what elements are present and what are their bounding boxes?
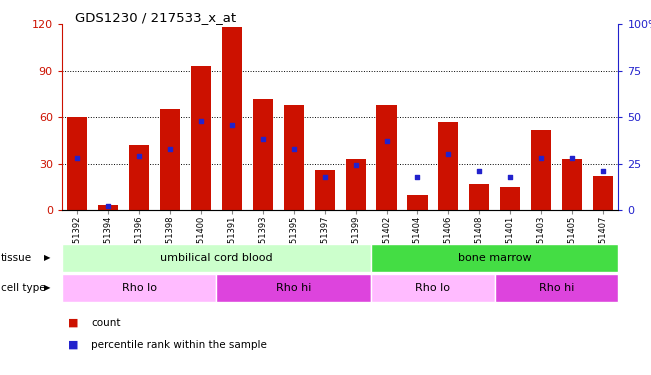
- Bar: [284, 105, 304, 210]
- Bar: [216, 274, 371, 302]
- Bar: [62, 274, 216, 302]
- Bar: [408, 195, 428, 210]
- Text: tissue: tissue: [1, 253, 32, 263]
- Bar: [62, 244, 371, 272]
- Point: [227, 122, 237, 128]
- Text: ■: ■: [68, 340, 79, 350]
- Bar: [129, 145, 149, 210]
- Bar: [593, 176, 613, 210]
- Bar: [495, 274, 618, 302]
- Point: [598, 168, 608, 174]
- Text: Rho hi: Rho hi: [539, 283, 574, 293]
- Text: percentile rank within the sample: percentile rank within the sample: [91, 340, 267, 350]
- Bar: [253, 99, 273, 210]
- Text: cell type: cell type: [1, 283, 46, 293]
- Bar: [531, 130, 551, 210]
- Point: [443, 151, 454, 157]
- Text: Rho lo: Rho lo: [122, 283, 157, 293]
- Point: [505, 174, 516, 180]
- Bar: [371, 244, 618, 272]
- Text: umbilical cord blood: umbilical cord blood: [160, 253, 273, 263]
- Bar: [469, 184, 490, 210]
- Point: [536, 155, 546, 161]
- Text: ▶: ▶: [44, 284, 51, 292]
- Point: [381, 138, 392, 144]
- Text: GDS1230 / 217533_x_at: GDS1230 / 217533_x_at: [75, 11, 236, 24]
- Point: [134, 153, 145, 159]
- Point: [165, 146, 175, 152]
- Text: Rho hi: Rho hi: [276, 283, 311, 293]
- Point: [196, 118, 206, 124]
- Bar: [376, 105, 396, 210]
- Bar: [222, 27, 242, 210]
- Text: Rho lo: Rho lo: [415, 283, 450, 293]
- Point: [72, 155, 83, 161]
- Text: count: count: [91, 318, 120, 327]
- Text: bone marrow: bone marrow: [458, 253, 532, 263]
- Bar: [314, 170, 335, 210]
- Point: [350, 162, 361, 168]
- Text: ■: ■: [68, 318, 79, 327]
- Bar: [438, 122, 458, 210]
- Bar: [160, 110, 180, 210]
- Point: [320, 174, 330, 180]
- Bar: [67, 117, 87, 210]
- Text: ▶: ▶: [44, 254, 51, 262]
- Point: [288, 146, 299, 152]
- Point: [412, 174, 422, 180]
- Bar: [500, 187, 520, 210]
- Point: [567, 155, 577, 161]
- Bar: [346, 159, 366, 210]
- Bar: [191, 66, 211, 210]
- Bar: [562, 159, 582, 210]
- Point: [474, 168, 484, 174]
- Point: [103, 203, 113, 209]
- Point: [258, 136, 268, 142]
- Bar: [371, 274, 495, 302]
- Bar: [98, 206, 118, 210]
